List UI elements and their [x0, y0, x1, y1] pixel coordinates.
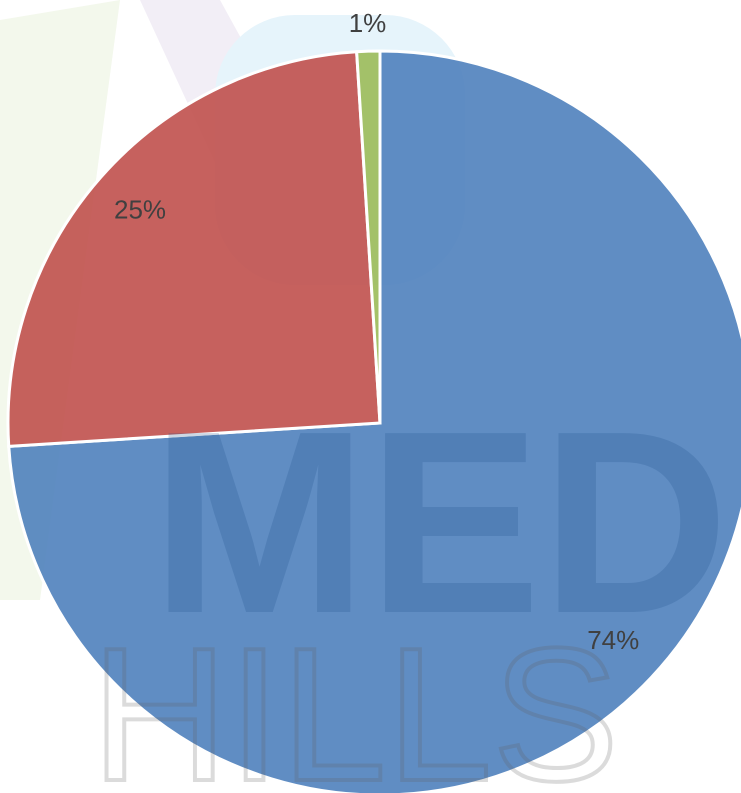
data-label: 1%	[349, 8, 387, 38]
watermark-text: MED	[151, 378, 729, 668]
pie	[6, 49, 741, 793]
pie-slice	[6, 50, 382, 448]
watermark: MED HILLS	[89, 378, 729, 793]
pie-slice	[7, 49, 741, 793]
pie-slice	[355, 49, 382, 424]
data-label: 74%	[587, 625, 639, 655]
labels: 74% 25% 1%	[114, 8, 639, 655]
watermark-text: HILLS	[91, 609, 619, 793]
data-label: 25%	[114, 194, 166, 224]
